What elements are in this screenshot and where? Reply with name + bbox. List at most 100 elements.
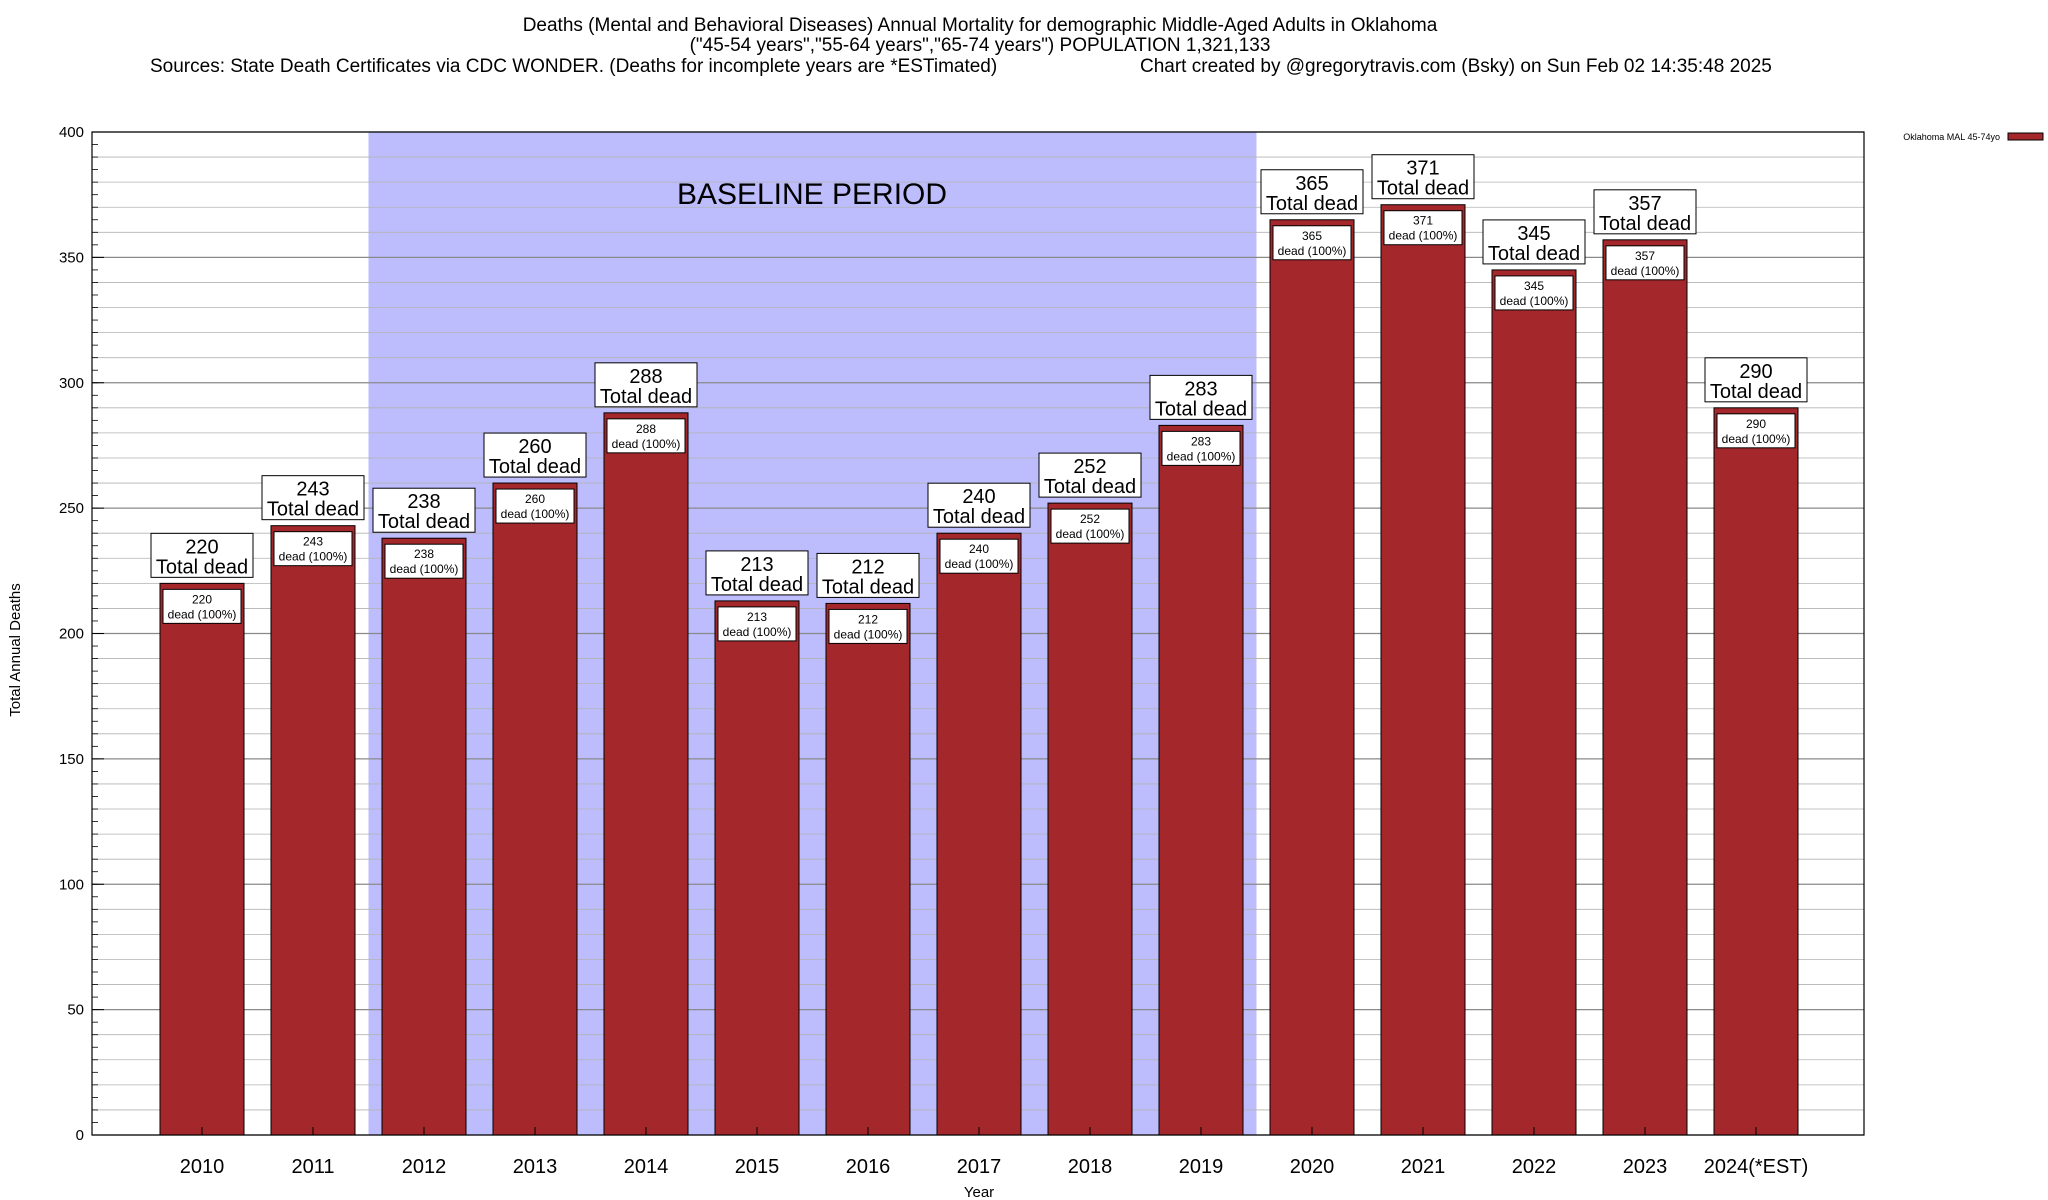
inner-label-percent: dead (100%) — [168, 607, 237, 621]
total-label-value: 290 — [1739, 361, 1772, 383]
bar — [714, 600, 800, 1136]
inner-label-value: 243 — [303, 535, 323, 549]
total-label-text: Total dead — [156, 556, 248, 578]
total-label-value: 371 — [1406, 158, 1439, 180]
total-label-box — [1593, 189, 1697, 235]
bar — [936, 532, 1022, 1136]
inner-label-percent: dead (100%) — [1722, 432, 1791, 446]
total-label-text: Total dead — [267, 499, 359, 521]
inner-label-value: 252 — [1080, 512, 1100, 526]
inner-label-percent: dead (100%) — [834, 627, 903, 641]
total-label-box — [1371, 154, 1475, 200]
bar — [1713, 407, 1799, 1136]
inner-label-box — [1605, 245, 1685, 281]
total-label-text: Total dead — [1044, 476, 1136, 498]
inner-label-percent: dead (100%) — [1167, 449, 1236, 463]
inner-label-percent: dead (100%) — [279, 550, 348, 564]
total-label-text: Total dead — [378, 511, 470, 533]
chart-subtitle: ("45-54 years","55-64 years","65-74 year… — [690, 35, 1271, 56]
chart-sources: Sources: State Death Certificates via CD… — [150, 56, 997, 77]
total-label-text: Total dead — [1488, 243, 1580, 265]
inner-label-value: 371 — [1413, 214, 1433, 228]
inner-label-box — [1494, 275, 1574, 311]
x-tick-label: 2023 — [1623, 1156, 1668, 1178]
x-tick-label: 2013 — [513, 1156, 558, 1178]
total-label-text: Total dead — [711, 574, 803, 596]
inner-label-value: 212 — [858, 612, 878, 626]
inner-label-box — [1161, 430, 1241, 466]
x-tick-label: 2011 — [291, 1156, 334, 1178]
x-tick-label: 2021 — [1401, 1156, 1446, 1178]
inner-label-percent: dead (100%) — [1500, 294, 1569, 308]
total-label-text: Total dead — [1599, 213, 1691, 235]
legend-swatch — [2007, 132, 2044, 141]
inner-label-percent: dead (100%) — [945, 557, 1014, 571]
y-axis-label: Total Annual Deaths — [7, 583, 24, 716]
inner-label-percent: dead (100%) — [612, 437, 681, 451]
y-tick-label: 300 — [59, 375, 84, 392]
inner-label-value: 220 — [192, 592, 212, 606]
inner-label-box — [939, 538, 1019, 574]
total-label-value: 260 — [518, 436, 551, 458]
inner-label-box — [606, 418, 686, 454]
inner-label-value: 365 — [1302, 229, 1322, 243]
x-tick-label: 2020 — [1290, 1156, 1335, 1178]
y-tick-label: 100 — [59, 876, 84, 893]
total-label-text: Total dead — [600, 386, 692, 408]
chart-title: Deaths (Mental and Behavioral Diseases) … — [523, 15, 1438, 36]
total-label-text: Total dead — [1155, 398, 1247, 420]
x-tick-label: 2015 — [735, 1156, 780, 1178]
x-axis-label: Year — [964, 1184, 994, 1200]
total-label-box — [372, 487, 476, 533]
bar — [1158, 424, 1244, 1136]
total-label-value: 365 — [1295, 173, 1328, 195]
total-label-value: 212 — [851, 556, 884, 578]
inner-label-value: 283 — [1191, 434, 1211, 448]
legend: Oklahoma MAL 45-74yo — [1903, 132, 2044, 142]
x-tick-label: 2024(*EST) — [1704, 1156, 1809, 1178]
total-label-value: 357 — [1628, 193, 1661, 215]
inner-label-box — [1383, 210, 1463, 246]
x-tick-label: 2019 — [1179, 1156, 1224, 1178]
x-tick-label: 2010 — [180, 1156, 225, 1178]
total-label-value: 213 — [740, 554, 773, 576]
inner-label-value: 345 — [1524, 279, 1544, 293]
y-tick-label: 50 — [67, 1002, 84, 1019]
inner-label-percent: dead (100%) — [1278, 244, 1347, 258]
total-label-text: Total dead — [1266, 193, 1358, 215]
total-label-box — [261, 475, 365, 521]
inner-label-percent: dead (100%) — [1056, 527, 1125, 541]
y-tick-label: 400 — [59, 124, 84, 141]
bar — [1380, 204, 1466, 1136]
inner-label-box — [495, 488, 575, 524]
inner-label-percent: dead (100%) — [723, 625, 792, 639]
total-label-box — [483, 432, 587, 478]
inner-label-box — [717, 606, 797, 642]
x-tick-label: 2016 — [846, 1156, 891, 1178]
y-tick-label: 150 — [59, 751, 84, 768]
inner-label-value: 240 — [969, 542, 989, 556]
inner-label-box — [162, 588, 242, 624]
total-label-box — [1038, 452, 1142, 498]
total-label-value: 238 — [407, 491, 440, 513]
inner-label-percent: dead (100%) — [390, 562, 459, 576]
x-tick-label: 2017 — [957, 1156, 1002, 1178]
total-label-box — [705, 550, 809, 596]
inner-label-box — [1272, 225, 1352, 261]
inner-label-value: 238 — [414, 547, 434, 561]
inner-label-percent: dead (100%) — [1389, 229, 1458, 243]
inner-label-percent: dead (100%) — [1611, 264, 1680, 278]
total-label-box — [1704, 357, 1808, 403]
x-tick-label: 2012 — [402, 1156, 447, 1178]
y-tick-label: 250 — [59, 500, 84, 517]
bar — [381, 537, 467, 1136]
inner-label-value: 357 — [1635, 249, 1655, 263]
total-label-text: Total dead — [822, 576, 914, 598]
x-tick-label: 2018 — [1068, 1156, 1113, 1178]
inner-label-box — [384, 543, 464, 579]
total-label-value: 243 — [296, 479, 329, 501]
inner-label-value: 213 — [747, 610, 767, 624]
bar — [159, 582, 245, 1136]
x-tick-label: 2022 — [1512, 1156, 1557, 1178]
